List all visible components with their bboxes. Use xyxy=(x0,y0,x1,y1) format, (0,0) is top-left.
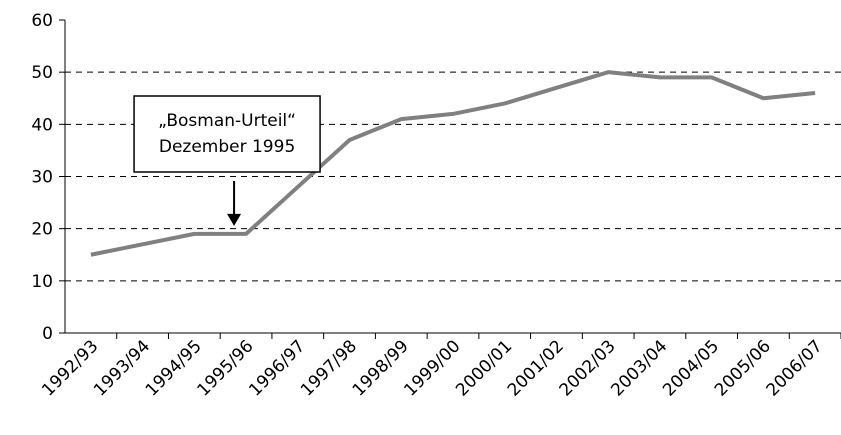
x-tick-label: 1999/00 xyxy=(400,336,464,400)
y-tick-label: 0 xyxy=(42,324,53,344)
x-tick-label: 1992/93 xyxy=(38,336,102,400)
y-tick-label: 40 xyxy=(31,115,53,135)
x-tick-label: 2004/05 xyxy=(659,336,723,400)
arrow-head xyxy=(227,213,242,226)
x-tick-label: 1998/99 xyxy=(349,336,413,400)
x-tick-label: 1993/94 xyxy=(90,336,154,400)
y-tick-label: 30 xyxy=(31,168,53,188)
annotation-text: Dezember 1995 xyxy=(159,137,295,157)
y-tick-label: 20 xyxy=(31,220,53,240)
x-tick-label: 2000/01 xyxy=(452,336,516,400)
x-tick-label: 2003/04 xyxy=(607,336,671,400)
y-tick-label: 50 xyxy=(31,63,53,83)
data-line xyxy=(90,70,816,257)
x-tick-label: 2005/06 xyxy=(711,336,775,400)
x-tick-label: 1997/98 xyxy=(297,336,361,400)
x-tick-label: 2001/02 xyxy=(504,336,568,400)
x-tick-label: 1996/97 xyxy=(245,336,309,400)
annotation-box xyxy=(133,95,321,173)
y-tick-label: 60 xyxy=(31,11,53,31)
x-tick-label: 2002/03 xyxy=(556,336,620,400)
x-tick-label: 1995/96 xyxy=(194,336,258,400)
annotation-text: „Bosman-Urteil“ xyxy=(158,111,296,131)
x-tick-label: 2006/07 xyxy=(763,336,827,400)
x-tick-label: 1994/95 xyxy=(142,336,206,400)
y-tick-label: 10 xyxy=(31,272,53,292)
